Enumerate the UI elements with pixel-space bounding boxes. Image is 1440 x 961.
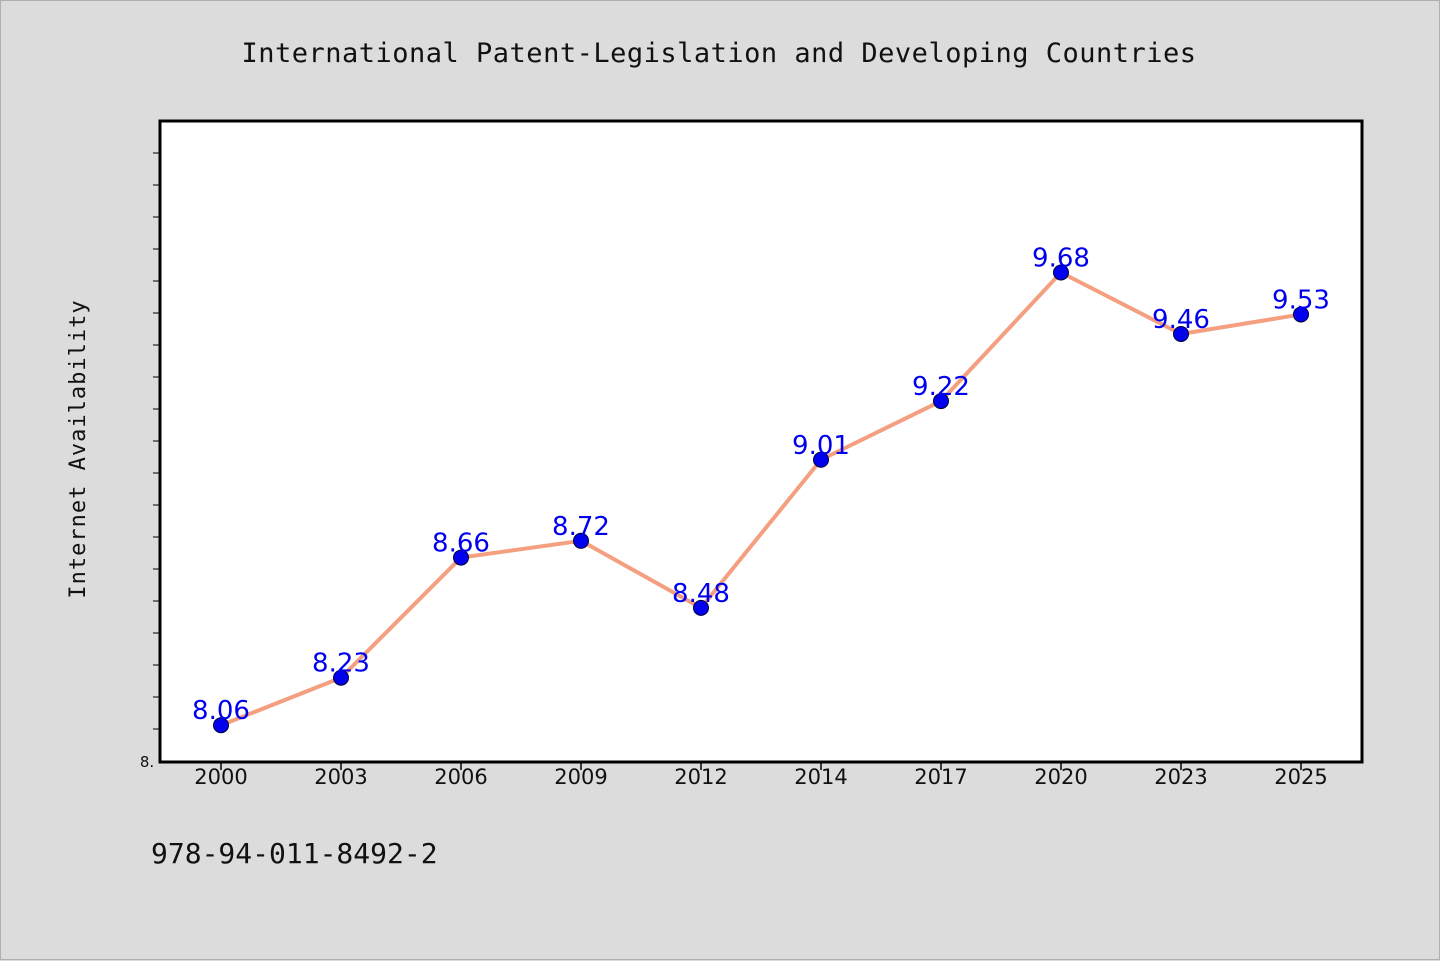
y-axis-ticks [153,152,160,730]
series-line [219,270,1303,728]
y-tick-label: 8. [140,753,154,771]
data-point [213,717,229,734]
data-point [453,549,469,566]
data-point [1293,306,1309,323]
data-label: 8.23 [312,649,370,679]
x-tick-label: 2023 [1154,765,1207,789]
x-tick-label: 2006 [434,765,487,789]
plot-area [158,119,1364,764]
chart-title: International Patent-Legislation and Dev… [241,38,1196,69]
data-label: 9.53 [1272,285,1330,315]
data-point [1173,326,1189,343]
y-axis-label: Internet Availability [66,299,91,598]
x-tick-label: 2012 [674,765,727,789]
series-layer: 8.06 8.23 8.66 8.72 8.48 9.01 9.22 9.68 9.46 9.53 [192,244,1330,734]
data-label: 8.06 [192,696,250,726]
data-point [933,393,949,410]
data-label: 8.66 [432,529,490,559]
data-label: 8.72 [552,512,610,542]
isbn-text: 978-94-011-8492-2 [151,837,438,870]
x-axis-ticks: 2000 2003 2006 2009 2012 2014 2017 2020 2023 2025 [194,762,1328,789]
data-point [693,599,709,616]
data-point [1053,264,1069,281]
data-label: 9.01 [792,431,850,461]
x-tick-label: 2000 [194,765,247,789]
data-point [573,532,589,549]
data-label: 9.22 [912,372,970,402]
x-tick-label: 2025 [1274,765,1327,789]
data-label: 8.48 [672,579,730,609]
data-label: 9.46 [1152,305,1210,335]
x-tick-label: 2014 [794,765,847,789]
x-tick-label: 2003 [314,765,367,789]
x-tick-label: 2009 [554,765,607,789]
x-tick-label: 2017 [914,765,967,789]
data-point [813,451,829,468]
x-tick-label: 2020 [1034,765,1087,789]
data-label: 9.68 [1032,244,1090,274]
data-point [333,669,349,686]
